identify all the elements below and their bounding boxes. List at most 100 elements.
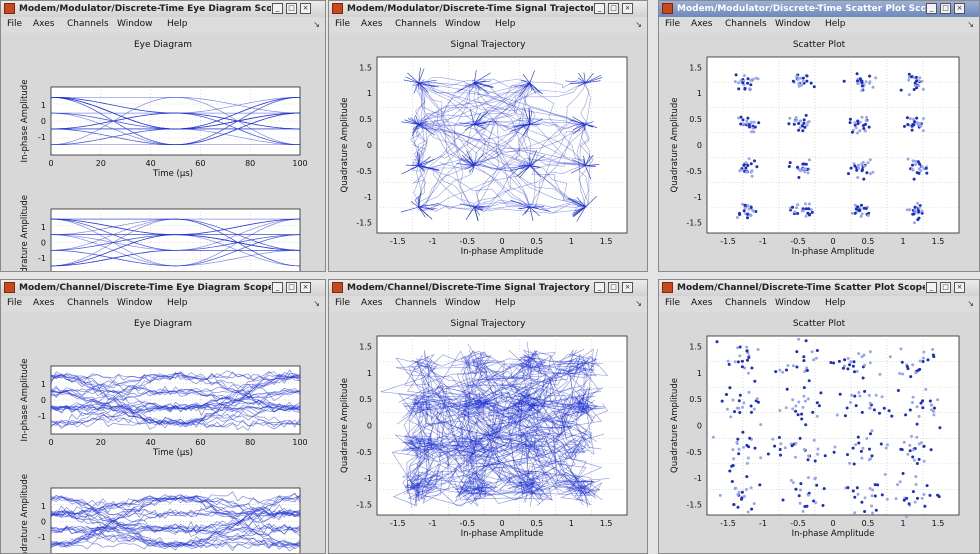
close-button[interactable]: ×	[300, 3, 311, 14]
ytick-label: -0.5	[686, 167, 702, 176]
menu-channels[interactable]: Channels	[725, 298, 767, 308]
menu-axes[interactable]: Axes	[361, 19, 383, 29]
menu-help[interactable]: Help	[167, 19, 188, 29]
plot-title: Eye Diagram	[134, 319, 192, 329]
xtick-label: 40	[146, 159, 156, 168]
menu-window[interactable]: Window	[445, 19, 481, 29]
maximize-button[interactable]: □	[940, 3, 951, 14]
menu-help[interactable]: Help	[495, 19, 516, 29]
menu-arrow-icon[interactable]: ↘	[313, 299, 320, 308]
menu-axes[interactable]: Axes	[691, 298, 713, 308]
menu-axes[interactable]: Axes	[691, 19, 713, 29]
menu-file[interactable]: File	[7, 298, 23, 308]
menu-channels[interactable]: Channels	[725, 19, 767, 29]
y-axis-label: Quadrature Amplitude	[340, 378, 350, 473]
menu-file[interactable]: File	[665, 298, 681, 308]
minimize-button[interactable]: _	[272, 3, 283, 14]
menu-axes[interactable]: Axes	[33, 298, 55, 308]
xtick-label: 20	[96, 438, 106, 447]
menu-channels[interactable]: Channels	[67, 298, 109, 308]
plot-canvas: Signal Trajectory -1.5 -1 -0.5 0 0.5 1 1.5 1.5 1 0…	[340, 40, 628, 257]
maximize-button[interactable]: □	[608, 282, 619, 293]
ytick-label: -1	[38, 533, 46, 542]
maximize-button[interactable]: □	[608, 3, 619, 14]
scope-window-6[interactable]: Modem/Channel/Discrete-Time Scatter Plot…	[658, 279, 980, 554]
menu-arrow-icon[interactable]: ↘	[635, 20, 642, 29]
xtick-label: 0	[48, 438, 53, 447]
title-bar[interactable]: Modem/Modulator/Discrete-Time Scatter Pl…	[659, 1, 979, 18]
maximize-button[interactable]: □	[286, 282, 297, 293]
close-button[interactable]: ×	[622, 3, 633, 14]
ytick-label: -1	[38, 412, 46, 421]
title-bar[interactable]: Modem/Modulator/Discrete-Time Signal Tra…	[329, 1, 647, 18]
menu-help[interactable]: Help	[825, 19, 846, 29]
ytick-label: -1.5	[686, 500, 702, 509]
scope-window-1[interactable]: Modem/Modulator/Discrete-Time Eye Diagra…	[0, 0, 326, 272]
xtick-label: 0	[499, 237, 504, 246]
eye-axes-inphase[interactable]	[50, 365, 301, 435]
menu-help[interactable]: Help	[495, 298, 516, 308]
title-bar[interactable]: Modem/Channel/Discrete-Time Scatter Plot…	[659, 280, 979, 297]
menu-file[interactable]: File	[335, 19, 351, 29]
xtick-label: -1.5	[390, 237, 406, 246]
xtick-label: 0	[48, 159, 53, 168]
close-button[interactable]: ×	[954, 3, 965, 14]
menu-window[interactable]: Window	[775, 298, 811, 308]
menu-window[interactable]: Window	[775, 19, 811, 29]
menu-file[interactable]: File	[7, 19, 23, 29]
scope-window-5[interactable]: Modem/Channel/Discrete-Time Signal Traje…	[328, 279, 648, 554]
ytick-label: 0	[41, 117, 46, 126]
ytick-label: 1.5	[359, 343, 372, 352]
menu-help[interactable]: Help	[167, 298, 188, 308]
xtick-label: 0	[499, 519, 504, 528]
menu-window[interactable]: Window	[117, 19, 153, 29]
minimize-button[interactable]: _	[594, 282, 605, 293]
close-button[interactable]: ×	[954, 282, 965, 293]
matlab-icon	[662, 3, 673, 14]
ytick-label: -1	[694, 193, 702, 202]
title-bar[interactable]: Modem/Channel/Discrete-Time Eye Diagram …	[1, 280, 325, 297]
xtick-label: 1.5	[600, 519, 613, 528]
close-button[interactable]: ×	[622, 282, 633, 293]
menu-arrow-icon[interactable]: ↘	[635, 299, 642, 308]
menu-file[interactable]: File	[335, 298, 351, 308]
ytick-label: -1.5	[356, 219, 372, 228]
trajectory-lines	[380, 341, 610, 508]
minimize-button[interactable]: _	[926, 3, 937, 14]
menu-arrow-icon[interactable]: ↘	[967, 299, 974, 308]
scope-window-2[interactable]: Modem/Modulator/Discrete-Time Signal Tra…	[328, 0, 648, 272]
menu-file[interactable]: File	[665, 19, 681, 29]
eye-axes-quadrature[interactable]	[50, 208, 301, 271]
y-axis-label: Quadrature Amplitude	[20, 195, 30, 271]
minimize-button[interactable]: _	[272, 282, 283, 293]
title-bar[interactable]: Modem/Modulator/Discrete-Time Eye Diagra…	[1, 1, 325, 18]
menu-channels[interactable]: Channels	[395, 298, 437, 308]
menu-channels[interactable]: Channels	[395, 19, 437, 29]
xtick-label: 0	[830, 519, 835, 528]
menu-arrow-icon[interactable]: ↘	[967, 20, 974, 29]
xtick-label: 1	[569, 519, 574, 528]
y-axis-label: Quadrature Amplitude	[670, 98, 680, 193]
xtick-label: -1	[429, 237, 437, 246]
grid-lines	[377, 57, 627, 233]
grid-lines	[707, 57, 959, 233]
maximize-button[interactable]: □	[940, 282, 951, 293]
minimize-button[interactable]: _	[926, 282, 937, 293]
close-button[interactable]: ×	[300, 282, 311, 293]
menu-channels[interactable]: Channels	[67, 19, 109, 29]
minimize-button[interactable]: _	[594, 3, 605, 14]
ytick-label: -1	[38, 133, 46, 142]
menu-axes[interactable]: Axes	[361, 298, 383, 308]
window-title: Modem/Modulator/Discrete-Time Signal Tra…	[347, 4, 593, 14]
title-bar[interactable]: Modem/Channel/Discrete-Time Signal Traje…	[329, 280, 647, 297]
menu-help[interactable]: Help	[825, 298, 846, 308]
matlab-icon	[662, 282, 673, 293]
maximize-button[interactable]: □	[286, 3, 297, 14]
scope-window-4[interactable]: Modem/Channel/Discrete-Time Eye Diagram …	[0, 279, 326, 554]
menu-arrow-icon[interactable]: ↘	[313, 20, 320, 29]
scope-window-3[interactable]: Modem/Modulator/Discrete-Time Scatter Pl…	[658, 0, 980, 272]
xtick-label: 1	[900, 237, 905, 246]
menu-window[interactable]: Window	[445, 298, 481, 308]
menu-window[interactable]: Window	[117, 298, 153, 308]
menu-axes[interactable]: Axes	[33, 19, 55, 29]
